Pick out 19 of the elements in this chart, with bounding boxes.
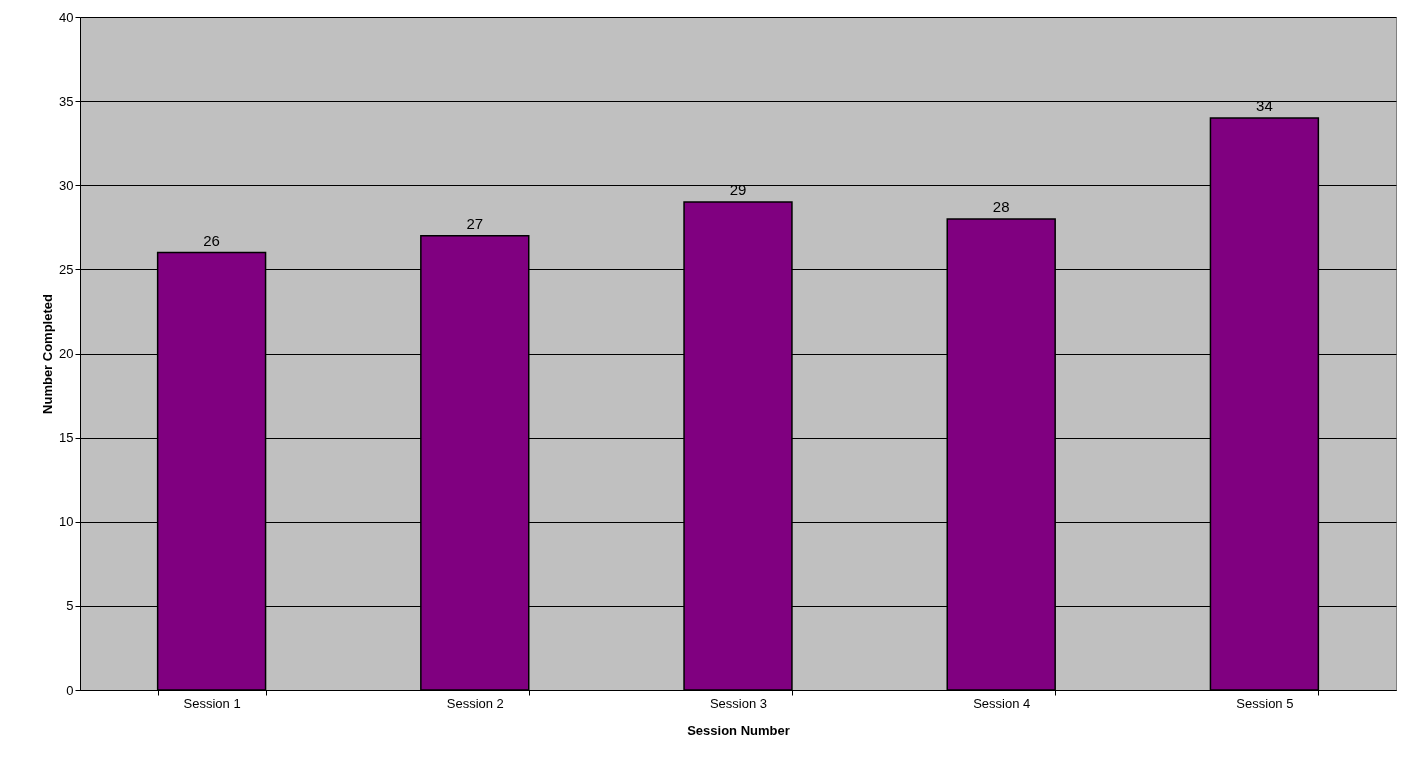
x-tick-label: Session 2 xyxy=(446,695,504,711)
x-tick-label: Session 4 xyxy=(973,695,1031,711)
y-tick-label: 25 xyxy=(59,261,74,277)
data-label: 27 xyxy=(466,214,484,232)
x-tick-label: Session 1 xyxy=(183,695,241,711)
y-tick-label: 5 xyxy=(66,598,74,614)
data-label: 26 xyxy=(203,231,220,249)
y-axis-title: Number Completed xyxy=(40,293,56,414)
data-label: 28 xyxy=(992,197,1010,215)
y-tick-label: 35 xyxy=(59,93,74,109)
y-tick-label: 15 xyxy=(59,430,74,446)
x-axis-title: Session Number xyxy=(687,722,790,738)
x-tick-label: Session 3 xyxy=(709,695,768,711)
y-tick-label: 10 xyxy=(59,514,74,530)
y-tick-label: 20 xyxy=(59,346,74,361)
y-tick-label: 0 xyxy=(66,682,74,698)
y-tick-label: 30 xyxy=(59,177,74,193)
y-tick-label: 40 xyxy=(59,9,74,25)
x-tick-label: Session 5 xyxy=(1236,695,1294,711)
